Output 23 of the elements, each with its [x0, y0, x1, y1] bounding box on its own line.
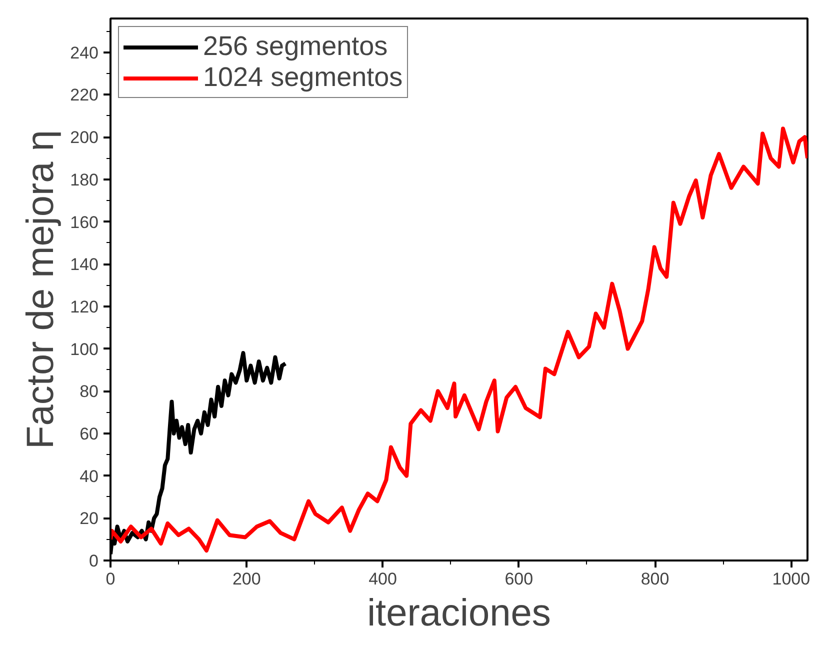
x-tick-label: 1000: [772, 570, 810, 588]
x-tick-label: 400: [368, 570, 397, 588]
y-tick-label: 180: [70, 170, 99, 190]
y-tick-label: 40: [80, 466, 99, 486]
y-tick-label: 160: [70, 212, 99, 232]
y-tick-label: 0: [89, 552, 99, 570]
y-tick-label: 80: [80, 382, 99, 402]
x-tick-label: 0: [106, 570, 116, 588]
x-tick-label: 800: [640, 570, 670, 588]
legend-label: 1024 segmentos: [203, 62, 403, 93]
y-tick-label: 100: [70, 340, 99, 359]
x-axis-title: iteraciones: [367, 592, 551, 634]
x-tick-label: 200: [232, 570, 261, 588]
legend-label: 256 segmentos: [203, 31, 388, 62]
y-tick-label: 120: [70, 297, 99, 316]
y-tick-label: 220: [70, 86, 99, 105]
y-tick-label: 60: [80, 424, 99, 444]
y-axis-title: Factor de mejora η: [20, 130, 62, 449]
y-tick-label: 200: [70, 128, 99, 148]
y-tick-label: 140: [70, 255, 99, 274]
y-tick-label: 20: [80, 509, 99, 528]
x-tick-label: 600: [504, 570, 534, 588]
y-tick-label: 240: [70, 43, 99, 62]
